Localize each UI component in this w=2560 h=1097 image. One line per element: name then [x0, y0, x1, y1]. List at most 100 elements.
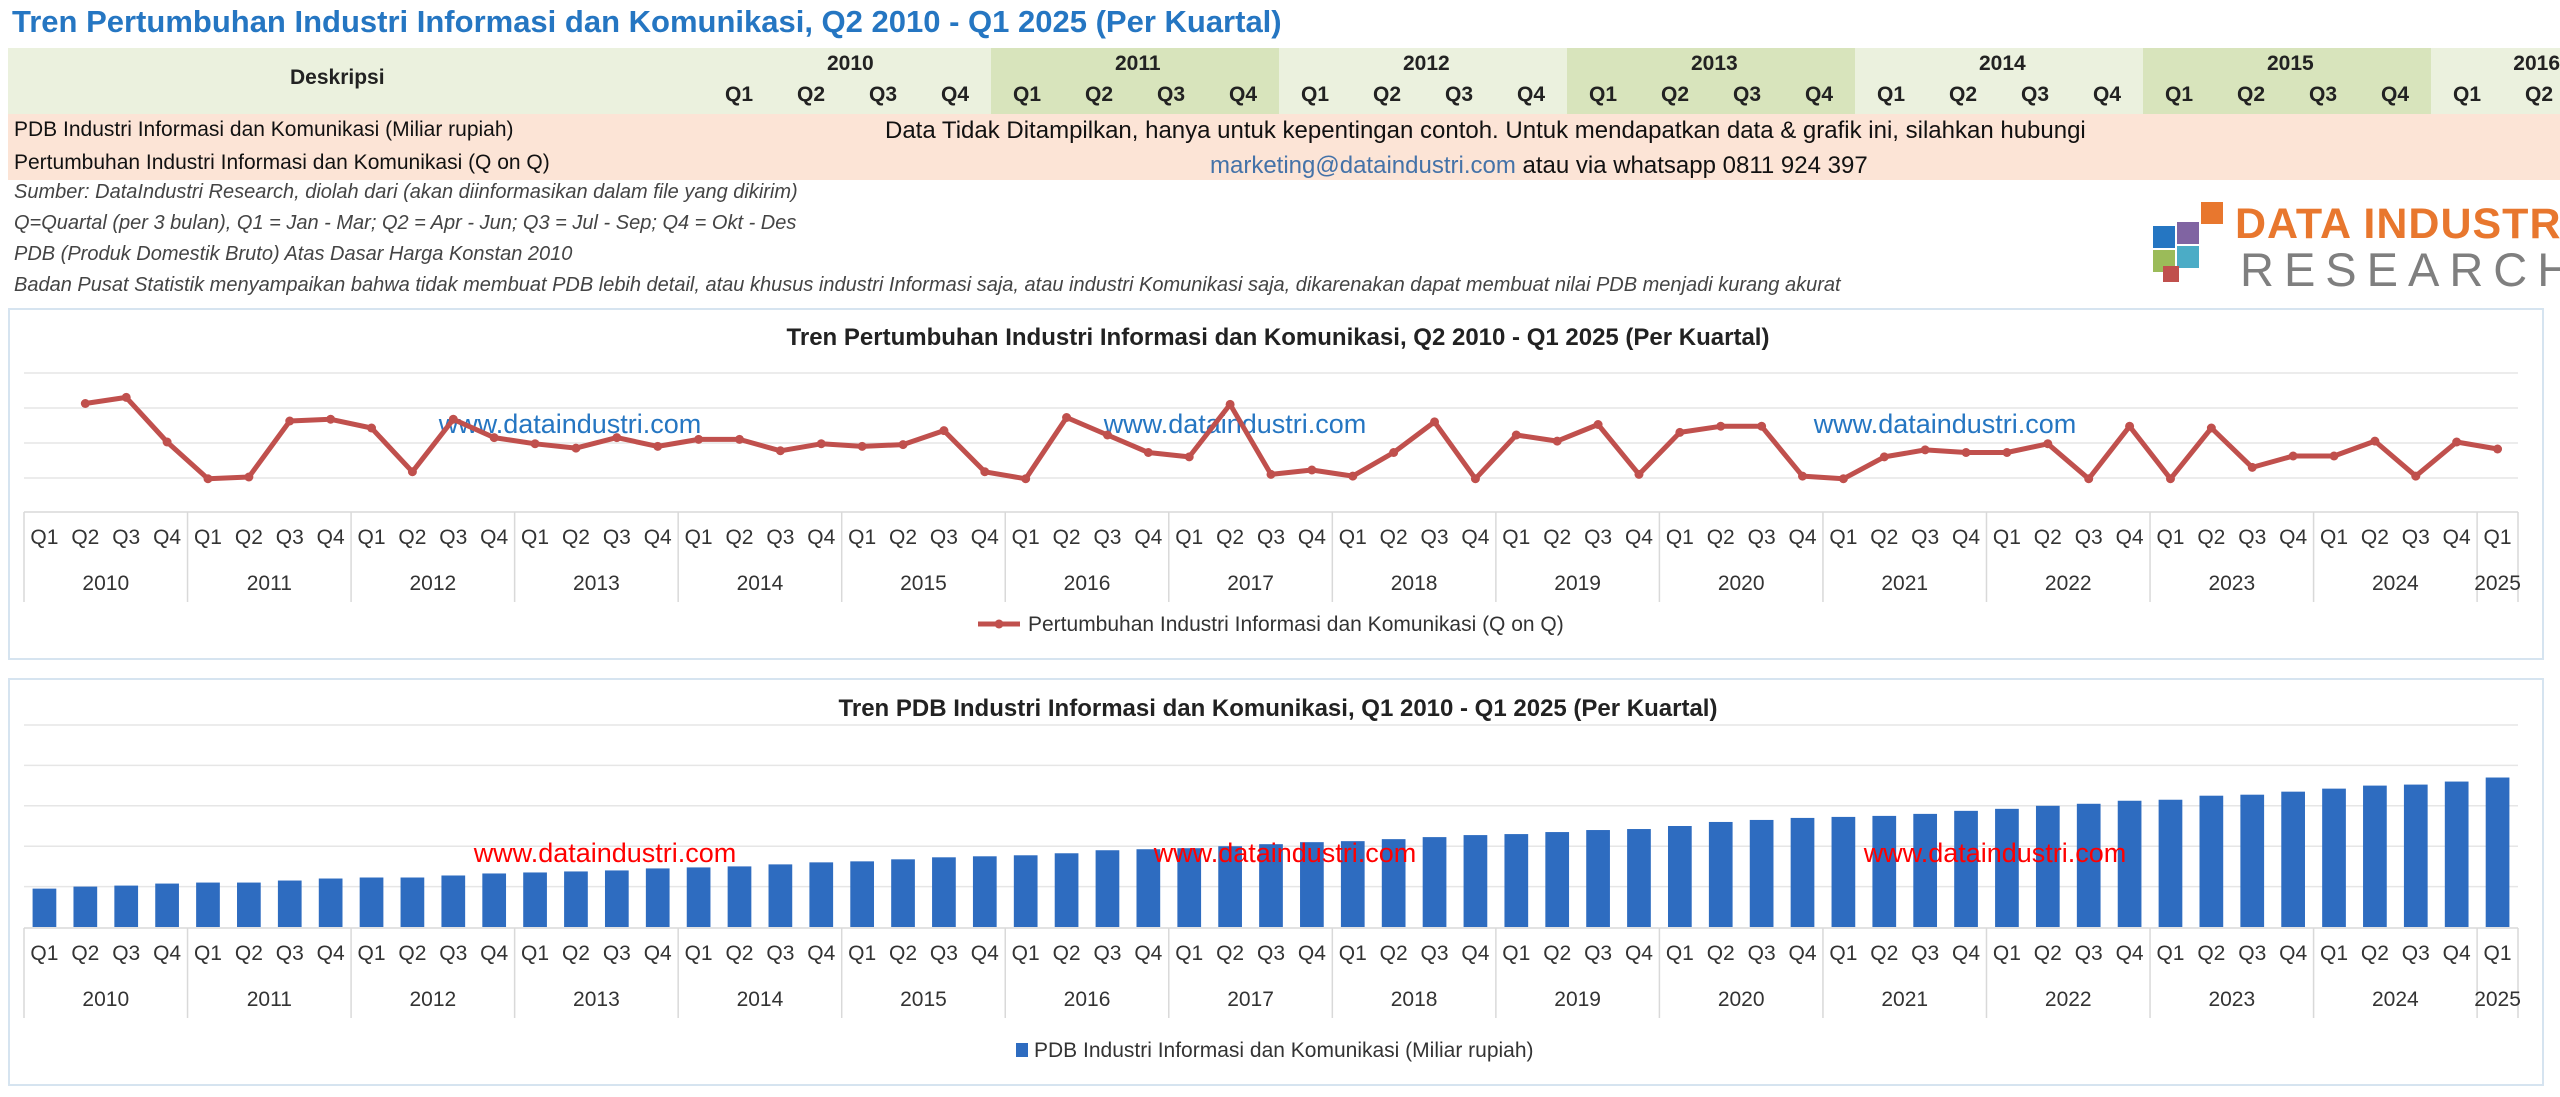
data-point: [898, 440, 908, 450]
quarter-tick-label: Q2: [562, 526, 590, 549]
quarter-tick-label: Q2: [1380, 526, 1408, 549]
year-label: 2015: [2267, 52, 2314, 75]
watermark: www.dataindustri.com: [438, 409, 702, 439]
quarter-tick-label: Q3: [1421, 942, 1449, 965]
bar: [2281, 791, 2305, 927]
data-point: [1838, 474, 1848, 484]
quarter-tick-label: Q4: [317, 526, 345, 549]
data-point: [1798, 471, 1808, 481]
quarter-label: Q4: [2092, 83, 2121, 106]
quarter-tick-label: Q1: [1666, 942, 1694, 965]
year-tick-label: 2020: [1718, 572, 1765, 595]
year-label: 2012: [1403, 52, 1450, 75]
data-point: [1470, 474, 1480, 484]
year-cell: 2014 Q1 Q2 Q3 Q4: [1855, 48, 2143, 114]
bar: [2035, 805, 2060, 927]
year-cell: 2011 Q1 Q2 Q3 Q4: [991, 48, 1279, 114]
bar: [1913, 813, 1938, 927]
quarter-tick-label: Q4: [1952, 942, 1980, 965]
quarter-tick-label: Q4: [1134, 942, 1162, 965]
quarter-tick-label: Q4: [1134, 526, 1162, 549]
data-point: [162, 437, 172, 447]
quarter-label: Q1: [1300, 83, 1329, 106]
quarter-tick-label: Q3: [276, 526, 304, 549]
year-cell: 2015 Q1 Q2 Q3 Q4: [2143, 48, 2431, 114]
bar: [2485, 777, 2510, 927]
quarter-label: Q1: [1012, 83, 1041, 106]
bar: [1259, 844, 1283, 927]
quarter-label: Q2: [1948, 83, 1977, 106]
year-label: 2010: [827, 52, 874, 75]
data-point: [80, 399, 90, 408]
quarter-tick-label: Q1: [1339, 942, 1367, 965]
quarter-tick-label: Q1: [1993, 942, 2021, 965]
quarter-tick-label: Q4: [644, 942, 672, 965]
quarter-tick-label: Q3: [2238, 942, 2266, 965]
data-point: [2002, 448, 2012, 457]
watermark: www.dataindustri.com: [1813, 409, 2077, 439]
row-label-growth: Pertumbuhan Industri Informasi dan Komun…: [14, 151, 550, 174]
logo-text-bottom: RESEARCH: [2240, 243, 2560, 296]
bar: [1790, 817, 1815, 927]
data-point: [1511, 430, 1521, 440]
notice-line2: marketing@dataindustri.com atau via what…: [1210, 152, 1868, 180]
quarter-tick-label: Q2: [2361, 942, 2389, 965]
quarter-tick-label: Q3: [1911, 942, 1939, 965]
legend: Pertumbuhan Industri Informasi dan Komun…: [978, 613, 1564, 636]
quarter-label: Q4: [1804, 83, 1833, 106]
data-point: [2370, 436, 2380, 446]
year-tick-label: 2014: [737, 572, 784, 595]
row-label-pdb: PDB Industri Informasi dan Komunikasi (M…: [14, 118, 514, 141]
quarter-label: Q4: [1228, 83, 1257, 106]
watermark: www.dataindustri.com: [1153, 838, 1417, 868]
quarter-tick-label: Q3: [930, 942, 958, 965]
quarter-tick-label: Q4: [807, 526, 835, 549]
quarter-label: Q1: [2164, 83, 2193, 106]
year-tick-label: 2024: [2372, 988, 2419, 1011]
quarter-tick-label: Q3: [1584, 526, 1612, 549]
quarter-tick-label: Q2: [2034, 942, 2062, 965]
quarter-tick-label: Q4: [1298, 942, 1326, 965]
bar: [564, 871, 588, 927]
quarter-label: Q1: [1588, 83, 1617, 106]
quarter-label: Q4: [2380, 83, 2409, 106]
bar: [1218, 846, 1242, 927]
quarter-tick-label: Q3: [2075, 942, 2103, 965]
data-point: [1757, 421, 1767, 431]
data-point: [2084, 474, 2094, 484]
bar: [1013, 855, 1038, 927]
page-title: Tren Pertumbuhan Industri Informasi dan …: [12, 4, 1282, 39]
bar: [1340, 841, 1365, 927]
quarter-label: Q3: [2308, 83, 2337, 106]
bar: [155, 883, 179, 927]
data-point: [1184, 452, 1194, 462]
data-point: [203, 474, 213, 484]
quarter-tick-label: Q2: [1543, 526, 1571, 549]
data-point: [939, 426, 949, 436]
quarter-tick-label: Q3: [2402, 526, 2430, 549]
quarter-tick-label: Q3: [1257, 526, 1285, 549]
quarter-tick-label: Q2: [398, 526, 426, 549]
bar: [1422, 837, 1447, 927]
quarter-tick-label: Q3: [603, 942, 631, 965]
quarter-tick-label: Q3: [766, 526, 794, 549]
bar: [2199, 795, 2224, 927]
year-cell: 2012 Q1 Q2 Q3 Q4: [1279, 48, 1567, 114]
bar: [809, 862, 834, 927]
year-tick-label: 2017: [1227, 572, 1274, 595]
quarter-tick-label: Q2: [1870, 942, 1898, 965]
year-tick-label: 2010: [82, 572, 129, 595]
quarter-label: Q2: [796, 83, 825, 106]
notice-email[interactable]: marketing@dataindustri.com: [1210, 152, 1516, 179]
data-point: [775, 446, 785, 456]
quarter-tick-label: Q3: [439, 526, 467, 549]
data-point: [2452, 437, 2462, 447]
bar: [1667, 826, 1692, 927]
quarter-tick-label: Q1: [30, 526, 58, 549]
bar: [318, 878, 343, 927]
data-point: [1307, 465, 1317, 475]
quarter-label: Q3: [1156, 83, 1185, 106]
year-tick-label: 2017: [1227, 988, 1274, 1011]
quarter-label: Q3: [2020, 83, 2049, 106]
